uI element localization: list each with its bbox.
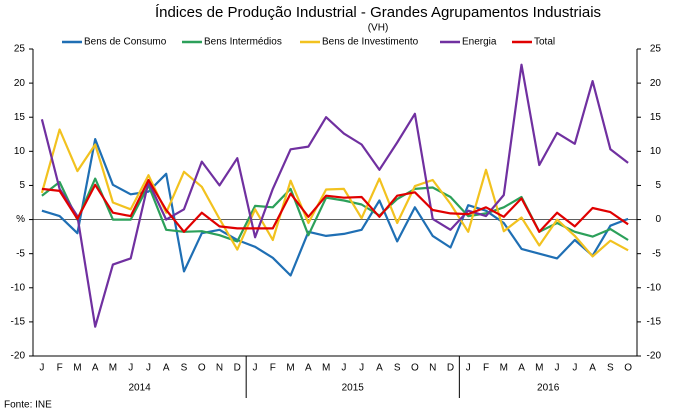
x-tick-label: O [411,363,419,374]
x-tick-label: J [341,363,346,374]
x-tick-label: N [216,363,223,374]
x-tick-label: J [466,363,471,374]
y-tick-label: 5 [19,180,25,191]
x-tick-label: J [555,363,560,374]
x-tick-label: A [376,363,383,374]
x-tick-label: J [39,363,44,374]
series-line [40,63,629,328]
y-tick-label: -15 [11,317,26,328]
x-tick-label: F [270,363,276,374]
y-tick-label: 20 [14,78,26,89]
y2-tick-label: 10 [650,146,662,157]
series-line [41,178,629,233]
x-tick-label: S [607,363,614,374]
y2-tick-label: -20 [647,351,662,362]
x-tick-label: M [322,363,330,374]
x-tick-label: A [92,363,99,374]
x-tick-label: F [57,363,63,374]
x-tick-label: J [572,363,577,374]
y2-tick-label: 25 [650,44,662,55]
x-tick-label: S [394,363,401,374]
y-tick-label: -20 [11,351,26,362]
legend-label: Energia [462,37,497,48]
y2-tick-label: 20 [650,78,662,89]
x-tick-label: M [500,363,508,374]
x-tick-label: M [109,363,117,374]
y2-tick-label: -5 [652,248,661,259]
y2-tick-label: 5 [655,180,661,191]
y-tick-label: -5 [16,248,25,259]
legend-label: Bens de Consumo [84,37,167,48]
y-tick-label: 15 [14,112,26,123]
x-tick-label: A [589,363,596,374]
year-label: 2014 [128,383,151,394]
x-tick-label: J [146,363,151,374]
x-tick-label: M [73,363,81,374]
year-label: 2016 [537,383,560,394]
x-tick-label: A [305,363,312,374]
x-tick-label: D [234,363,241,374]
x-tick-label: O [624,363,632,374]
y-tick-label: % [16,214,25,225]
legend-label: Bens de Investimento [322,37,419,48]
y2-tick-label: 0 [655,214,661,225]
x-tick-label: D [447,363,454,374]
y2-tick-label: 15 [650,112,662,123]
x-tick-label: S [181,363,188,374]
x-tick-label: M [535,363,543,374]
x-tick-label: M [286,363,294,374]
chart-title: Índices de Produção Industrial - Grandes… [155,4,601,21]
y-tick-label: 25 [14,44,26,55]
y2-tick-label: -10 [647,282,662,293]
x-tick-label: J [253,363,258,374]
y-tick-label: 10 [14,146,26,157]
year-label: 2015 [342,383,365,394]
chart-subtitle: (VH) [368,23,389,34]
x-tick-label: A [518,363,525,374]
x-tick-label: N [429,363,436,374]
legend-label: Bens Intermédios [204,37,282,48]
x-tick-label: O [198,363,206,374]
legend-label: Total [534,37,555,48]
x-tick-label: J [128,363,133,374]
x-tick-label: A [163,363,170,374]
series-line [41,138,629,277]
x-tick-label: J [359,363,364,374]
series-line [40,128,629,258]
x-tick-label: F [483,363,489,374]
source: Fonte: INE [4,400,52,411]
y-tick-label: -10 [11,282,26,293]
y2-tick-label: -15 [647,317,662,328]
